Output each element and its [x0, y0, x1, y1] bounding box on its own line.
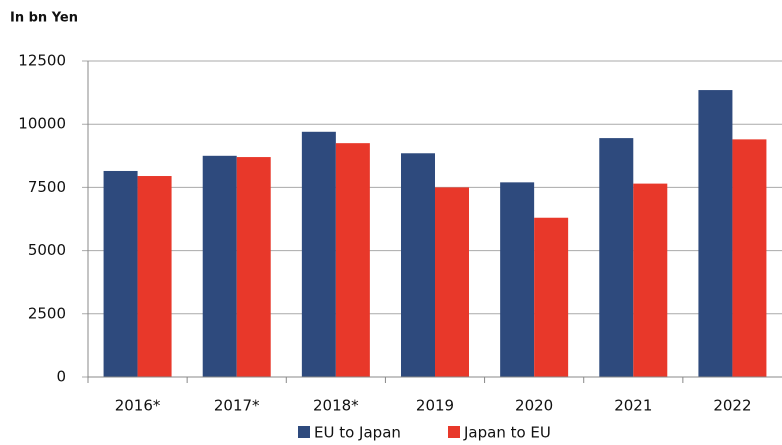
bar	[202, 155, 237, 377]
y-tick-label: 5000	[28, 241, 66, 259]
bar	[732, 139, 767, 377]
x-tick-label: 2018*	[313, 397, 359, 415]
bar	[335, 143, 370, 377]
legend-label: Japan to EU	[463, 424, 551, 442]
bar	[500, 182, 535, 377]
bar	[633, 183, 668, 377]
y-tick-label: 7500	[28, 178, 66, 196]
x-tick-label: 2019	[416, 397, 454, 415]
x-tick-label: 2022	[713, 397, 751, 415]
x-tick-label: 2020	[515, 397, 553, 415]
y-tick-label: 0	[56, 368, 66, 386]
bar	[698, 90, 733, 378]
x-tick-label: 2021	[614, 397, 652, 415]
bar	[599, 138, 634, 377]
y-tick-label: 2500	[28, 304, 66, 322]
chart-title: In bn Yen	[10, 11, 78, 26]
x-tick-label: 2017*	[214, 397, 260, 415]
bar	[401, 153, 435, 377]
y-tick-label: 10000	[18, 115, 66, 133]
legend-swatch	[298, 426, 310, 438]
bar	[435, 187, 469, 377]
legend-swatch	[448, 426, 460, 438]
bar	[236, 157, 271, 377]
bar	[137, 176, 172, 377]
bar	[534, 217, 569, 377]
bar	[103, 170, 138, 377]
y-tick-label: 12500	[18, 52, 66, 70]
x-tick-label: 2016*	[115, 397, 161, 415]
legend-label: EU to Japan	[314, 424, 401, 442]
bar	[301, 131, 336, 377]
